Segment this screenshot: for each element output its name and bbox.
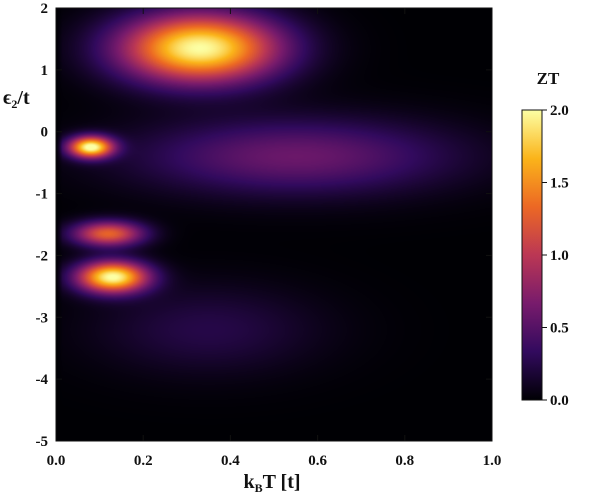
colorbar-tick-label: 1.0 <box>550 248 569 264</box>
axis-ticks: 0.0 0.2 0.4 0.6 0.8 1.0 2 1 0 -1 -2 -3 -4 -5 <box>36 1 502 469</box>
colorbar-tick-label: 2.0 <box>550 103 569 119</box>
heatmap-field <box>56 8 492 441</box>
y-tick-label: -3 <box>36 310 49 326</box>
y-axis-label: ϵ2/t <box>3 87 30 111</box>
x-tick-label: 0.6 <box>308 453 327 469</box>
y-tick-label: -4 <box>36 372 49 388</box>
colorbar-tick-label: 1.5 <box>550 176 569 192</box>
y-tick-label: -1 <box>36 187 49 203</box>
y-tick-label: -2 <box>36 248 49 264</box>
x-tick-label: 0.4 <box>221 453 240 469</box>
colorbar-tick-label: 0.5 <box>550 321 569 337</box>
x-tick-label: 0.2 <box>134 453 153 469</box>
plot-frame <box>55 7 493 442</box>
colorbar-tick-label: 0.0 <box>550 393 569 409</box>
y-tick-label: 2 <box>41 1 49 17</box>
y-tick-label: 0 <box>41 125 49 141</box>
colorbar <box>521 109 543 401</box>
y-tick-label: 1 <box>41 63 49 79</box>
colorbar-ticks: 2.0 1.5 1.0 0.5 0.0 <box>542 103 569 409</box>
x-tick-label: 0.0 <box>47 453 66 469</box>
colorbar-title: ZT <box>537 69 560 88</box>
x-axis-label: kBT [t] <box>243 471 300 495</box>
heatmap-image <box>56 8 492 441</box>
x-tick-label: 1.0 <box>483 453 502 469</box>
x-tick-label: 0.8 <box>395 453 414 469</box>
y-tick-label: -5 <box>36 434 49 450</box>
